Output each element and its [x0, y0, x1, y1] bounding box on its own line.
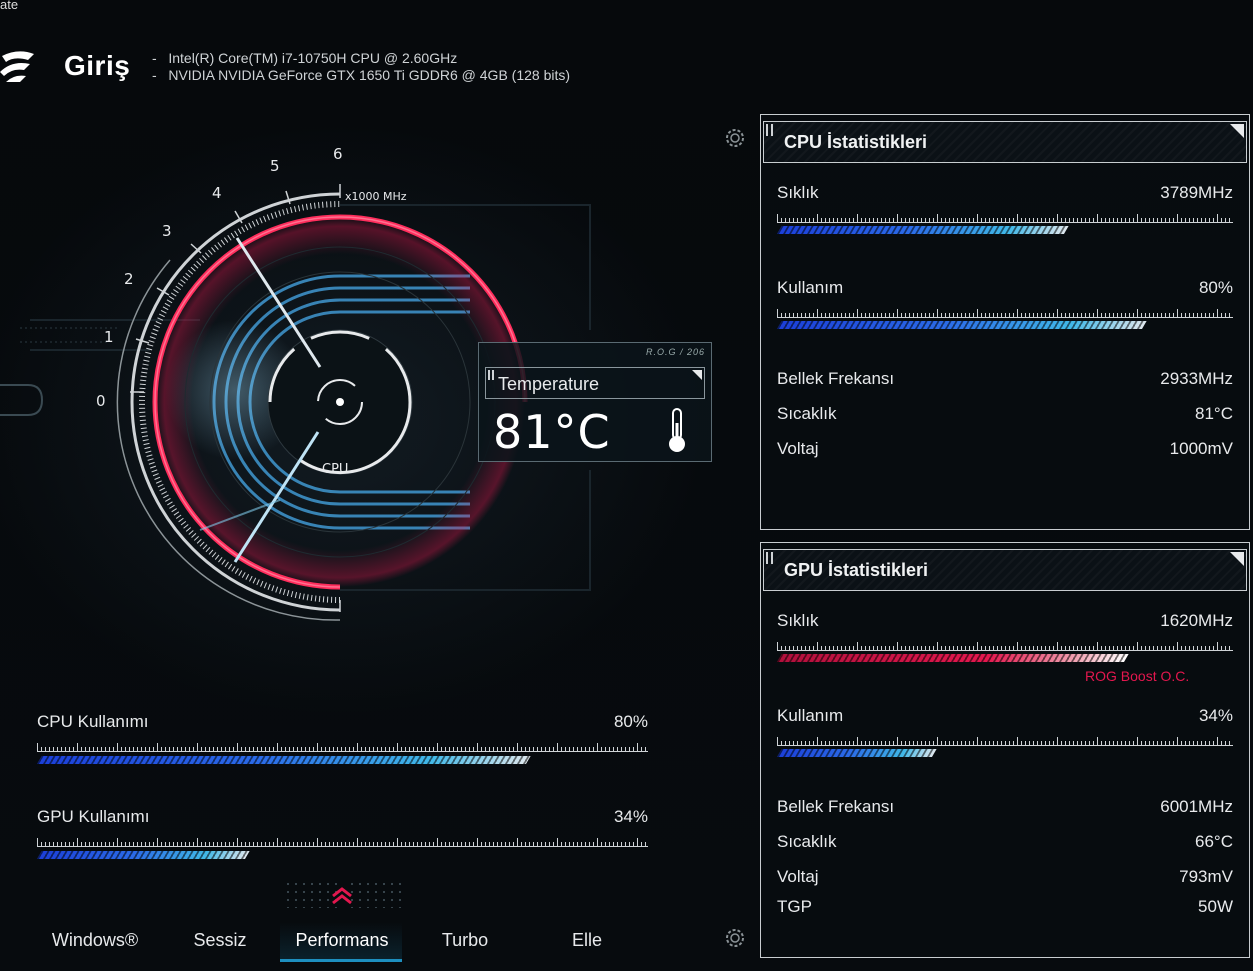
temperature-tag: R.O.G / 206 — [645, 347, 705, 357]
gauge-label-5: 5 — [270, 157, 280, 175]
mode-windows[interactable]: Windows® — [51, 930, 139, 950]
cpu-stats-header: CPU İstatistikleri — [763, 121, 1247, 163]
gpu-voltage-row: Voltaj 793mV — [777, 867, 1233, 889]
cpu-frequency-gauge: 0 1 2 3 4 5 6 x1000 MHz CPU — [0, 145, 591, 621]
decorative-dots — [348, 880, 404, 908]
gpu-usage-stat-bar — [777, 749, 937, 757]
cpu-usage-value: 80% — [613, 712, 648, 731]
gpu-spec: NVIDIA NVIDIA GeForce GTX 1650 Ti GDDR6 … — [152, 67, 570, 84]
gauge-label-1: 1 — [104, 328, 114, 346]
cpu-frequency-value: 3789MHz — [1160, 183, 1233, 202]
window-title-fragment: ate — [0, 0, 19, 12]
cpu-temp-row: Sıcaklık 81°C — [777, 404, 1233, 426]
cpu-temp-label: Sıcaklık — [777, 404, 837, 423]
gauge-label-6: 6 — [333, 145, 343, 163]
gpu-memfreq-value: 6001MHz — [1160, 797, 1233, 816]
gpu-usage-stat-ruler — [777, 737, 1233, 746]
gpu-frequency-row: Sıklık 1620MHz ROG Boost O.C. — [777, 611, 1233, 689]
mode-performance[interactable]: Performans — [295, 930, 389, 950]
cpu-temp-value: 81°C — [1195, 404, 1233, 423]
cpu-voltage-label: Voltaj — [777, 439, 819, 458]
cpu-usage-row: Kullanım 80% — [777, 278, 1233, 338]
cpu-frequency-bar — [777, 226, 1069, 234]
mode-silent[interactable]: Sessiz — [193, 930, 247, 950]
gpu-stats-header: GPU İstatistikleri — [763, 549, 1247, 591]
corner-triangle-icon — [1230, 124, 1244, 138]
panel-marker-icon — [766, 552, 773, 564]
gpu-voltage-label: Voltaj — [777, 867, 819, 886]
cpu-memfreq-value: 2933MHz — [1160, 369, 1233, 388]
cpu-usage-label: CPU Kullanımı — [37, 712, 149, 731]
gauge-center-label: CPU — [322, 462, 348, 477]
gpu-frequency-value: 1620MHz — [1160, 611, 1233, 630]
gpu-frequency-label: Sıklık — [777, 611, 819, 630]
gpu-frequency-ruler — [777, 642, 1233, 651]
gauge-label-2: 2 — [124, 270, 134, 288]
cpu-voltage-value: 1000mV — [1169, 439, 1233, 458]
cpu-usage-ruler — [37, 743, 648, 752]
gpu-memfreq-label: Bellek Frekansı — [777, 797, 895, 816]
hardware-specs: Intel(R) Core(TM) i7-10750H CPU @ 2.60GH… — [152, 50, 570, 84]
gpu-voltage-value: 793mV — [1179, 867, 1233, 886]
corner-triangle-icon — [692, 370, 702, 380]
cpu-memfreq-row: Bellek Frekansı 2933MHz — [777, 369, 1233, 391]
temperature-card: R.O.G / 206 Temperature 81°C — [478, 342, 712, 462]
cpu-spec: Intel(R) Core(TM) i7-10750H CPU @ 2.60GH… — [152, 50, 570, 67]
gpu-usage-stat-value: 34% — [1198, 706, 1233, 725]
gauge-label-4: 4 — [212, 184, 222, 202]
gear-icon[interactable] — [724, 127, 746, 149]
gpu-frequency-bar — [777, 654, 1129, 662]
gpu-usage-label: GPU Kullanımı — [37, 807, 150, 826]
cpu-usage-stat-value: 80% — [1198, 278, 1233, 297]
gauge-unit: x1000 MHz — [345, 190, 407, 203]
mode-turbo[interactable]: Turbo — [441, 930, 489, 950]
thermometer-icon — [669, 408, 685, 452]
corner-triangle-icon — [1230, 552, 1244, 566]
rog-logo-icon — [0, 51, 34, 82]
panel-marker-icon — [766, 124, 773, 136]
mode-manual[interactable]: Elle — [571, 930, 603, 950]
cpu-memfreq-label: Bellek Frekansı — [777, 369, 895, 388]
rog-boost-label: ROG Boost O.C. — [1085, 668, 1190, 684]
temperature-label: Temperature — [498, 374, 600, 394]
temperature-value: 81°C — [493, 405, 611, 459]
mode-active-underline — [280, 959, 402, 962]
cpu-voltage-row: Voltaj 1000mV — [777, 439, 1233, 461]
gpu-usage-value: 34% — [613, 807, 648, 826]
cpu-usage-bar — [37, 756, 531, 764]
gauge-label-3: 3 — [162, 222, 172, 240]
gpu-usage-bar — [37, 851, 250, 859]
cpu-frequency-label: Sıklık — [777, 183, 819, 202]
gpu-tgp-row: TGP 50W — [777, 897, 1233, 919]
cpu-stats-title: CPU İstatistikleri — [784, 132, 928, 152]
gear-icon[interactable] — [724, 927, 746, 949]
gpu-tgp-label: TGP — [777, 897, 812, 916]
gpu-usage-meter: GPU Kullanımı 34% — [37, 807, 648, 863]
gpu-stats-panel: GPU İstatistikleri Sıklık 1620MHz ROG Bo… — [760, 542, 1250, 958]
cpu-usage-stat-label: Kullanım — [777, 278, 844, 297]
page-title: Giriş — [64, 50, 131, 81]
gpu-temp-value: 66°C — [1195, 832, 1233, 851]
cpu-frequency-ruler — [777, 214, 1233, 223]
gauge-label-0: 0 — [96, 392, 106, 410]
chevron-up-icon — [332, 887, 352, 905]
gpu-memfreq-row: Bellek Frekansı 6001MHz — [777, 797, 1233, 819]
cpu-stats-panel: CPU İstatistikleri Sıklık 3789MHz Kullan… — [760, 114, 1250, 530]
gpu-temp-label: Sıcaklık — [777, 832, 837, 851]
decorative-dots — [284, 880, 340, 908]
temperature-header: Temperature — [485, 367, 705, 399]
cpu-usage-stat-bar — [777, 321, 1147, 329]
cpu-usage-stat-ruler — [777, 309, 1233, 318]
gpu-temp-row: Sıcaklık 66°C — [777, 832, 1233, 854]
gpu-usage-row: Kullanım 34% — [777, 706, 1233, 766]
mode-active-highlight — [280, 922, 402, 962]
gpu-usage-stat-label: Kullanım — [777, 706, 844, 725]
cpu-frequency-row: Sıklık 3789MHz — [777, 183, 1233, 243]
gpu-stats-title: GPU İstatistikleri — [784, 560, 929, 580]
mode-selector: Windows® Sessiz Performans Turbo Elle — [0, 922, 660, 962]
cpu-usage-meter: CPU Kullanımı 80% — [37, 712, 648, 768]
gpu-tgp-value: 50W — [1198, 897, 1233, 916]
gpu-usage-ruler — [37, 838, 648, 847]
